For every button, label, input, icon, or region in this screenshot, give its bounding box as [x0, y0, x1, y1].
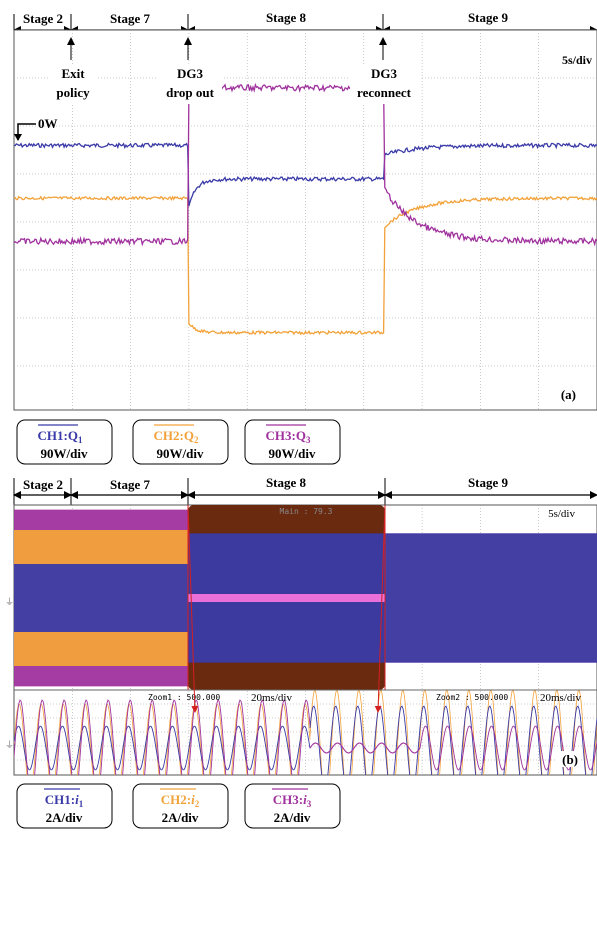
ground-marker: ⏚ [5, 740, 14, 750]
zoom-arrow [187, 504, 199, 713]
wave-ch1-zoom1 [14, 725, 311, 771]
wave-ch3-zoom2b [419, 725, 597, 771]
stage-label: Stage 2 [23, 11, 63, 26]
zoom1-label: Zoom1 : 500.000 [148, 693, 220, 702]
main-label: Main : 79.3 [280, 507, 333, 516]
channel-box [244, 419, 341, 465]
zero-label: 0W [38, 116, 58, 131]
channel-box-ch3: CH3:i3 2A/div [244, 783, 341, 829]
event-label: Exit [61, 66, 85, 81]
channel-box [132, 419, 229, 465]
event-label: policy [56, 85, 90, 100]
wave-ch1-zoom2 [309, 705, 597, 775]
channel-box-ch2: CH2:Q2 90W/div [132, 419, 229, 465]
label-backdrop [48, 64, 98, 104]
stage-header-b: Stage 2 Stage 7 Stage 8 Stage 9 [13, 475, 597, 505]
label-backdrop [158, 64, 222, 104]
channel-name: CH3:i3 [273, 792, 312, 809]
channel-name: CH1:Q1 [38, 428, 83, 445]
stage-label: Stage 2 [23, 477, 63, 492]
trace-ch3q3 [14, 82, 597, 247]
channel-scale: 90W/div [41, 446, 88, 461]
channel-legend-b: CH1:i1 2A/div CH2:i2 2A/div CH3:i3 2A/di… [16, 783, 341, 829]
label-backdrop [350, 64, 420, 104]
channel-scale: 2A/div [162, 810, 199, 825]
time-scale-label: 5s/div [548, 508, 575, 520]
channel-box [16, 783, 113, 829]
event-label: drop out [166, 85, 214, 100]
channel-name: CH2:i2 [161, 792, 200, 809]
scope-a: Exit policy DG3 drop out DG3 reconnect 5… [13, 29, 597, 411]
ground-marker: ⏚ [5, 597, 14, 607]
envelope-ch1-stage9 [385, 533, 597, 663]
traces-b [14, 505, 597, 775]
channel-box-ch1: CH1:i1 2A/div [16, 783, 113, 829]
stage-label: Stage 7 [110, 11, 151, 26]
zoom2-scale: 20ms/div [540, 692, 581, 704]
channel-scale: 90W/div [269, 446, 316, 461]
channel-box-ch3: CH3:Q3 90W/div [244, 419, 341, 465]
trace-ch2q2 [14, 195, 597, 336]
panel-label-a: (a) [561, 387, 576, 402]
trace-ch1q1 [14, 142, 597, 207]
envelope-ch1 [14, 564, 188, 632]
event-label: reconnect [357, 85, 412, 100]
channel-legend-a: CH1:Q1 90W/div CH2:Q2 90W/div CH3:Q3 90W… [16, 419, 341, 465]
stage-label: Stage 8 [266, 475, 307, 490]
stage-label: Stage 9 [468, 10, 509, 25]
panel-label-b: (b) [562, 752, 578, 767]
panel-b: Stage 2 Stage 7 Stage 8 Stage 9 Main : 7… [5, 475, 597, 829]
zoom-arrow [374, 504, 386, 713]
label-backdrop [554, 386, 580, 402]
time-scale-label: 5s/div [562, 53, 592, 67]
event-label: DG3 [177, 66, 204, 81]
stage-label: Stage 9 [468, 475, 509, 490]
wave-ch3-zoom1 [14, 699, 311, 775]
channel-scale: 2A/div [46, 810, 83, 825]
channel-scale: 2A/div [274, 810, 311, 825]
label-backdrop [545, 52, 595, 68]
channel-box [244, 783, 341, 829]
channel-name: CH3:Q3 [266, 428, 311, 445]
traces-a [14, 82, 597, 336]
scope-b: Main : 79.3 5s/div Zoom1 : 500.000 20ms/… [5, 504, 597, 776]
channel-box-ch2: CH2:i2 2A/div [132, 783, 229, 829]
channel-name: CH1:i1 [45, 792, 84, 809]
zero-marker-arrow [14, 134, 22, 141]
zoom1-scale: 20ms/div [251, 692, 292, 704]
channel-scale: 90W/div [157, 446, 204, 461]
envelope-ch3-stage8 [188, 594, 385, 602]
label-backdrop [555, 751, 581, 767]
wave-ch2-zoom2 [309, 689, 597, 775]
grid-a [14, 30, 597, 410]
channel-name: CH2:Q2 [154, 428, 199, 445]
event-label: DG3 [371, 66, 398, 81]
stage-label: Stage 8 [266, 10, 307, 25]
channel-box-ch1: CH1:Q1 90W/div [16, 419, 113, 465]
channel-box [132, 783, 229, 829]
zoom2-label: Zoom2 : 500.000 [436, 693, 508, 702]
stage-label: Stage 7 [110, 477, 151, 492]
wave-ch3-zoom2a [309, 742, 421, 754]
channel-box [16, 419, 113, 465]
panel-a: Stage 2 Stage 7 Stage 8 Stage 9 Exit pol… [13, 10, 597, 465]
